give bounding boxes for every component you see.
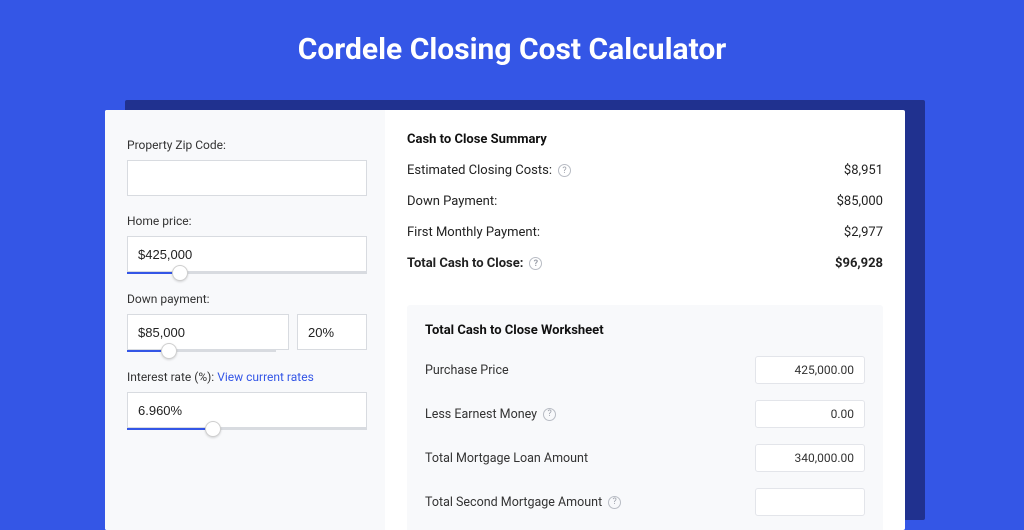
home-price-field: Home price: [127,214,367,274]
calculator-card: Property Zip Code: Home price: Down paym… [105,110,905,530]
slider-thumb[interactable] [205,421,221,437]
interest-rate-input[interactable] [127,392,367,428]
zip-field: Property Zip Code: [127,138,367,196]
summary-row-label: Down Payment: [407,194,497,209]
summary-row-value: $2,977 [844,225,883,240]
worksheet-row-label-text: Less Earnest Money [425,407,537,422]
down-payment-label: Down payment: [127,292,367,306]
interest-label-text: Interest rate (%): [127,370,217,384]
interest-rate-slider[interactable] [127,428,367,430]
summary-row-label: First Monthly Payment: [407,225,540,240]
view-rates-link[interactable]: View current rates [217,370,314,384]
summary-row-value: $85,000 [837,194,883,209]
worksheet-row: Total Mortgage Loan Amount 340,000.00 [425,444,865,472]
worksheet-row-label-text: Total Mortgage Loan Amount [425,451,588,466]
summary-row: Down Payment: $85,000 [407,194,883,209]
worksheet-row-label-text: Purchase Price [425,363,509,378]
down-payment-slider[interactable] [127,350,276,352]
summary-row-value: $96,928 [835,256,883,271]
slider-thumb[interactable] [172,265,188,281]
slider-thumb[interactable] [161,343,177,359]
zip-label: Property Zip Code: [127,138,367,152]
summary-row-label-text: Down Payment: [407,194,497,209]
down-payment-field: Down payment: [127,292,367,352]
help-icon[interactable]: ? [558,164,571,177]
summary-row-value: $8,951 [844,163,883,178]
summary-row-label-text: First Monthly Payment: [407,225,540,240]
summary-rows: Estimated Closing Costs:? $8,951 Down Paym… [407,163,883,271]
zip-input[interactable] [127,160,367,196]
worksheet-row-value[interactable]: 0.00 [755,400,865,428]
summary-row: First Monthly Payment: $2,977 [407,225,883,240]
summary-row: Total Cash to Close:? $96,928 [407,256,883,271]
interest-rate-label: Interest rate (%): View current rates [127,370,367,384]
down-payment-pct-input[interactable] [297,314,367,350]
worksheet-block: Total Cash to Close Worksheet Purchase P… [407,305,883,530]
summary-row-label: Estimated Closing Costs:? [407,163,571,178]
help-icon[interactable]: ? [608,496,621,509]
worksheet-row: Less Earnest Money? 0.00 [425,400,865,428]
worksheet-row-label: Total Mortgage Loan Amount [425,451,588,466]
worksheet-row-label: Less Earnest Money? [425,407,556,422]
worksheet-row-value[interactable]: 425,000.00 [755,356,865,384]
summary-row-label-text: Estimated Closing Costs: [407,163,552,178]
summary-title: Cash to Close Summary [407,132,883,147]
worksheet-row: Purchase Price 425,000.00 [425,356,865,384]
worksheet-rows: Purchase Price 425,000.00 Less Earnest Mon… [425,356,865,516]
worksheet-row-label: Purchase Price [425,363,509,378]
worksheet-row-value[interactable]: 340,000.00 [755,444,865,472]
page-title: Cordele Closing Cost Calculator [0,0,1024,89]
summary-block: Cash to Close Summary Estimated Closing … [407,132,883,287]
summary-row-label: Total Cash to Close:? [407,256,542,271]
summary-row: Estimated Closing Costs:? $8,951 [407,163,883,178]
help-icon[interactable]: ? [529,257,542,270]
home-price-slider[interactable] [127,272,367,274]
worksheet-row-label: Total Second Mortgage Amount? [425,495,621,510]
inputs-panel: Property Zip Code: Home price: Down paym… [105,110,385,530]
worksheet-title: Total Cash to Close Worksheet [425,323,865,338]
home-price-input[interactable] [127,236,367,272]
summary-row-label-text: Total Cash to Close: [407,256,523,271]
slider-fill [127,428,213,430]
down-payment-input[interactable] [127,314,289,350]
results-panel: Cash to Close Summary Estimated Closing … [385,110,905,530]
interest-rate-field: Interest rate (%): View current rates [127,370,367,430]
home-price-label: Home price: [127,214,367,228]
worksheet-row-label-text: Total Second Mortgage Amount [425,495,602,510]
help-icon[interactable]: ? [543,408,556,421]
